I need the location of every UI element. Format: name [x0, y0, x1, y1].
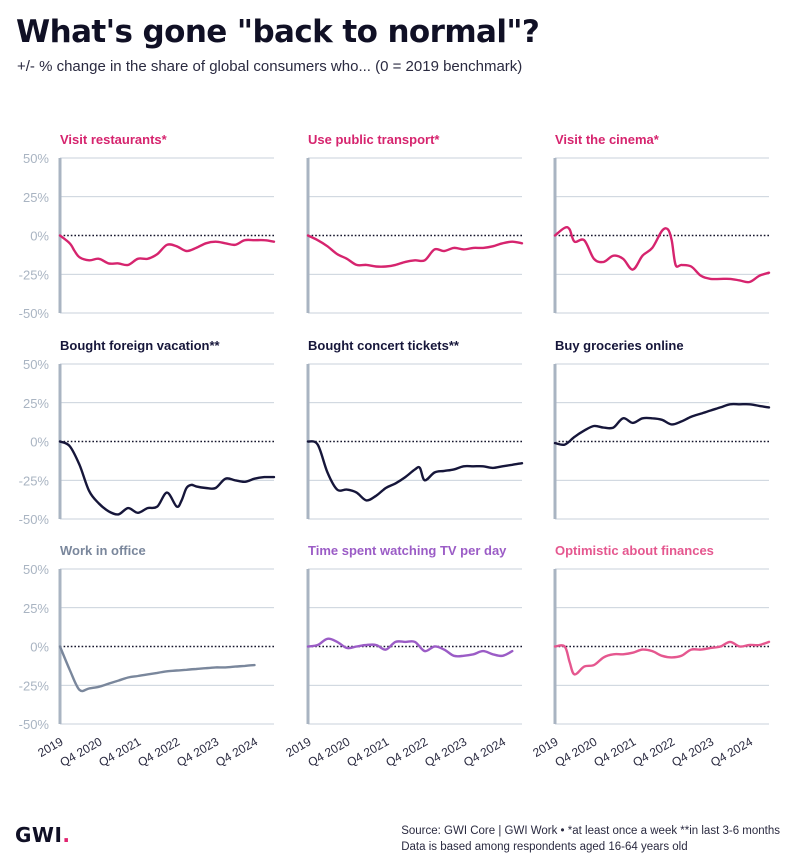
panel-title-optimistic-about-finances: Optimistic about finances [555, 543, 714, 558]
page-subtitle: +/- % change in the share of global cons… [17, 58, 523, 75]
x-tick-label: Q4 2020 [58, 734, 105, 769]
logo-dot: . [62, 823, 71, 847]
x-tick-label: Q4 2023 [422, 734, 469, 769]
y-tick-label: 25% [23, 601, 49, 616]
y-tick-label: -50% [19, 717, 50, 732]
x-tick-label: Q4 2021 [96, 734, 143, 769]
x-tick-label: Q4 2020 [306, 734, 353, 769]
series-line-buy-groceries-online [553, 402, 771, 447]
source-note: Source: GWI Core | GWI Work • *at least … [401, 825, 780, 837]
y-tick-label: 50% [23, 357, 49, 372]
series-line-optimistic-about-finances [553, 640, 771, 676]
panel-title-visit-restaurants: Visit restaurants* [60, 132, 168, 147]
logo-text: GWI [15, 823, 63, 847]
series-line-visit-the-cinema [553, 225, 771, 284]
x-tick-label: Q4 2021 [591, 734, 638, 769]
x-tick-label: Q4 2020 [553, 734, 600, 769]
y-tick-label: 50% [23, 151, 49, 166]
y-tick-label: 25% [23, 190, 49, 205]
y-tick-label: 0% [30, 229, 49, 244]
y-tick-label: -25% [19, 267, 50, 282]
y-tick-label: 50% [23, 562, 49, 577]
x-tick-label: Q4 2021 [344, 734, 391, 769]
sample-note: Data is based among respondents aged 16-… [401, 841, 688, 853]
gwi-logo: GWI. [15, 823, 71, 847]
x-tick-label: Q4 2024 [213, 734, 260, 769]
series-line-use-public-transport [306, 234, 524, 268]
y-tick-label: -50% [19, 306, 50, 321]
y-tick-label: -50% [19, 512, 50, 527]
x-tick-label: Q4 2022 [135, 734, 182, 769]
y-tick-label: -25% [19, 678, 50, 693]
panel-title-buy-groceries-online: Buy groceries online [555, 338, 684, 353]
x-tick-label: Q4 2024 [461, 734, 508, 769]
y-tick-label: 0% [30, 640, 49, 655]
x-tick-label: Q4 2022 [383, 734, 430, 769]
series-line-time-spent-watching-tv-per-day [306, 637, 514, 658]
panel-title-bought-concert-tickets: Bought concert tickets** [308, 338, 460, 353]
panel-title-use-public-transport: Use public transport* [308, 132, 440, 147]
y-tick-label: 25% [23, 396, 49, 411]
panel-title-visit-the-cinema: Visit the cinema* [555, 132, 660, 147]
y-tick-label: -25% [19, 473, 50, 488]
footer-notes: Source: GWI Core | GWI Work • *at least … [401, 823, 780, 855]
panel-title-time-spent-watching-tv-per-day: Time spent watching TV per day [308, 543, 507, 558]
x-tick-label: Q4 2023 [669, 734, 716, 769]
x-tick-label: Q4 2023 [174, 734, 221, 769]
series-line-bought-concert-tickets [306, 440, 524, 502]
series-line-bought-foreign-vacation [58, 440, 276, 516]
panel-title-bought-foreign-vacation: Bought foreign vacation** [60, 338, 221, 353]
series-line-work-in-office [58, 645, 256, 693]
page-title: What's gone "back to normal"? [16, 14, 540, 50]
series-line-visit-restaurants [58, 234, 276, 267]
panel-title-work-in-office: Work in office [60, 543, 146, 558]
x-tick-label: Q4 2024 [708, 734, 755, 769]
y-tick-label: 0% [30, 435, 49, 450]
x-tick-label: Q4 2022 [630, 734, 677, 769]
